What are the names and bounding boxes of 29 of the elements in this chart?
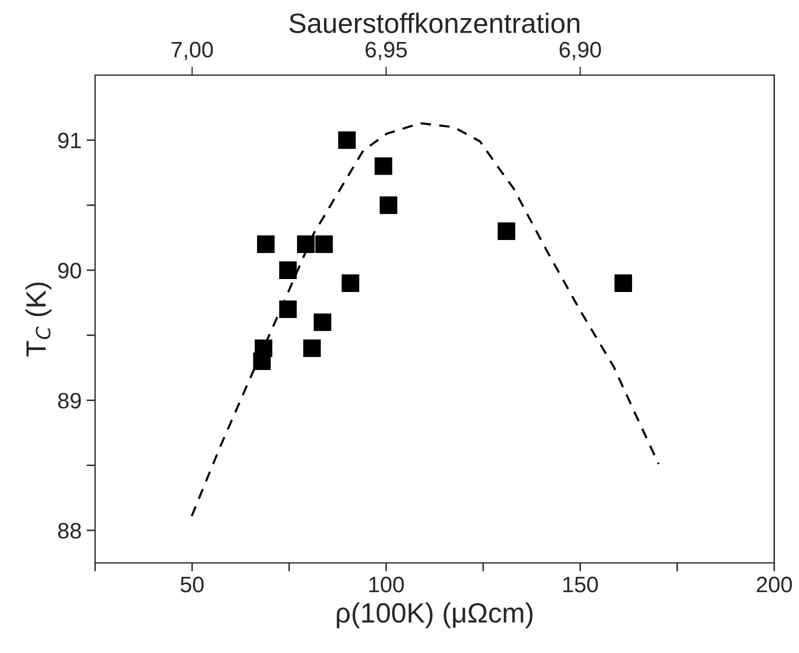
x2-tick-label: 7,00	[172, 42, 213, 60]
x2-tick-label: 6,90	[560, 42, 601, 60]
x-tick-label: 200	[756, 576, 792, 592]
point	[314, 313, 332, 332]
x-axis-title: ρ(100K) (μΩcm)	[336, 602, 533, 628]
point	[297, 235, 315, 253]
point	[279, 261, 297, 279]
point	[257, 235, 275, 253]
y-tick-label: 90	[58, 262, 82, 278]
point	[498, 222, 516, 240]
y-axis-title: T$_{C}$ (K)	[26, 282, 52, 357]
x-tick-label: 100	[369, 576, 404, 592]
point	[338, 131, 356, 149]
point	[315, 235, 333, 253]
y-tick-label: 91	[58, 132, 81, 148]
point	[279, 300, 297, 318]
point	[342, 274, 360, 292]
x-tick-label: 50	[180, 576, 204, 592]
point	[374, 157, 392, 175]
y-tick-label: 88	[58, 522, 81, 539]
point	[614, 274, 632, 292]
x2-axis-title: Sauerstoffkonzentration	[289, 12, 580, 34]
line-series	[190, 122, 660, 518]
point	[303, 339, 321, 358]
y-tick-label: 89	[58, 392, 81, 409]
point	[253, 352, 271, 370]
x-tick-label: 150	[563, 576, 598, 592]
x2-tick-label: 6,95	[366, 42, 407, 60]
point	[380, 196, 398, 214]
